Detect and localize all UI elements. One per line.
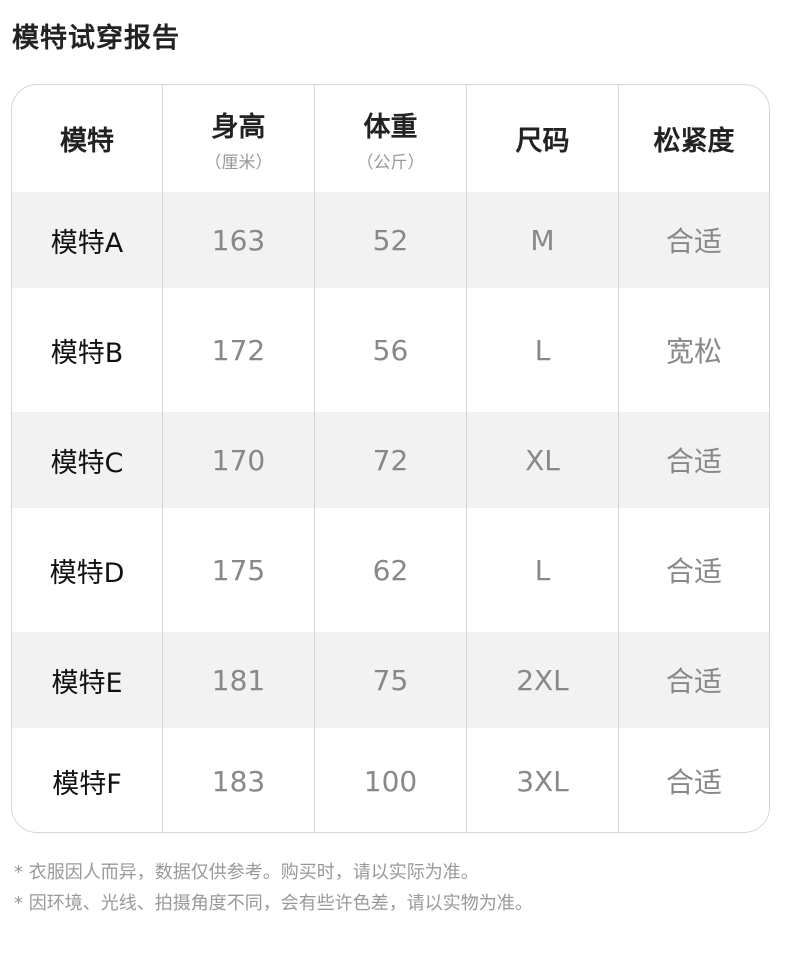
note-line: * 因环境、光线、拍摄角度不同，会有些许色差，请以实物为准。	[14, 893, 533, 914]
model-name: 模特F	[52, 768, 122, 800]
table-cell: 183	[163, 728, 315, 832]
table-cell: 模特E	[12, 632, 163, 728]
cell-value: 合适	[665, 445, 722, 478]
cell-value: 72	[372, 443, 409, 477]
page-title: 模特试穿报告	[12, 23, 180, 54]
cell-value: 2XL	[516, 663, 569, 697]
table-cell: 模特B	[12, 288, 163, 412]
cell-value: 183	[211, 764, 266, 798]
table-header-row: 模特 身高 （厘米） 体重 （公斤） 尺码 松紧度	[12, 85, 769, 192]
header-cell: 体重 （公斤）	[315, 85, 467, 192]
cell-value: 宽松	[665, 335, 722, 368]
table-cell: L	[467, 508, 619, 632]
cell-value: 100	[363, 764, 418, 798]
table-row: 模特D 175 62 L 合适	[12, 508, 769, 632]
cell-value: XL	[525, 443, 560, 477]
table-cell: 模特D	[12, 508, 163, 632]
table-cell: 175	[163, 508, 315, 632]
table-cell: 合适	[619, 728, 769, 832]
table-cell: 56	[315, 288, 467, 412]
note-line: * 衣服因人而异，数据仅供参考。购买时，请以实际为准。	[14, 862, 479, 883]
model-name: 模特A	[50, 227, 124, 259]
model-name: 模特E	[51, 667, 123, 699]
header-unit: （公斤）	[356, 152, 425, 173]
header-cell: 模特	[12, 85, 163, 192]
cell-value: 合适	[665, 766, 722, 799]
cell-value: 172	[211, 333, 266, 367]
table-cell: 模特A	[12, 192, 163, 288]
cell-value: 合适	[665, 555, 722, 588]
cell-value: 62	[372, 553, 409, 587]
header-label: 模特	[60, 126, 114, 157]
table-cell: 100	[315, 728, 467, 832]
table-cell: 合适	[619, 192, 769, 288]
header-cell: 尺码	[467, 85, 619, 192]
table-cell: 宽松	[619, 288, 769, 412]
header-label: 身高	[211, 111, 266, 143]
table-cell: 75	[315, 632, 467, 728]
header-label: 体重	[363, 111, 418, 143]
table-cell: 72	[315, 412, 467, 508]
table-row: 模特A 163 52 M 合适	[12, 192, 769, 288]
model-name: 模特B	[50, 337, 124, 369]
header-label: 尺码	[515, 126, 570, 157]
cell-value: 合适	[665, 225, 722, 258]
cell-value: 163	[211, 223, 266, 257]
cell-value: 175	[211, 553, 266, 587]
table-cell: 172	[163, 288, 315, 412]
cell-value: 75	[372, 663, 409, 697]
cell-value: 合适	[665, 665, 722, 698]
table-row: 模特E 181 75 2XL 合适	[12, 632, 769, 728]
table-cell: 62	[315, 508, 467, 632]
header-cell: 松紧度	[619, 85, 769, 192]
table-cell: 181	[163, 632, 315, 728]
header-unit: （厘米）	[204, 152, 273, 173]
table-cell: 52	[315, 192, 467, 288]
notes: * 衣服因人而异，数据仅供参考。购买时，请以实际为准。 * 因环境、光线、拍摄角…	[14, 857, 533, 919]
table-cell: 163	[163, 192, 315, 288]
table-cell: 3XL	[467, 728, 619, 832]
header-label: 松紧度	[653, 126, 735, 157]
model-name: 模特C	[50, 447, 124, 479]
table-row: 模特F 183 100 3XL 合适	[12, 728, 769, 832]
cell-value: L	[534, 333, 551, 367]
cell-value: 56	[372, 333, 409, 367]
table-cell: 合适	[619, 412, 769, 508]
cell-value: M	[530, 223, 555, 257]
model-fitting-table: 模特 身高 （厘米） 体重 （公斤） 尺码 松紧度 模特A 163 52 M 合适 模特B 17…	[11, 84, 770, 833]
table-cell: 170	[163, 412, 315, 508]
cell-value: 170	[211, 443, 266, 477]
header-cell: 身高 （厘米）	[163, 85, 315, 192]
table-cell: 模特F	[12, 728, 163, 832]
table-cell: M	[467, 192, 619, 288]
table-row: 模特B 172 56 L 宽松	[12, 288, 769, 412]
table-cell: 模特C	[12, 412, 163, 508]
table-cell: L	[467, 288, 619, 412]
table-cell: 合适	[619, 508, 769, 632]
table-cell: 合适	[619, 632, 769, 728]
table-cell: 2XL	[467, 632, 619, 728]
model-name: 模特D	[49, 557, 125, 589]
cell-value: L	[534, 553, 551, 587]
cell-value: 3XL	[516, 764, 569, 798]
cell-value: 181	[211, 663, 266, 697]
table-row: 模特C 170 72 XL 合适	[12, 412, 769, 508]
cell-value: 52	[372, 223, 409, 257]
table-cell: XL	[467, 412, 619, 508]
